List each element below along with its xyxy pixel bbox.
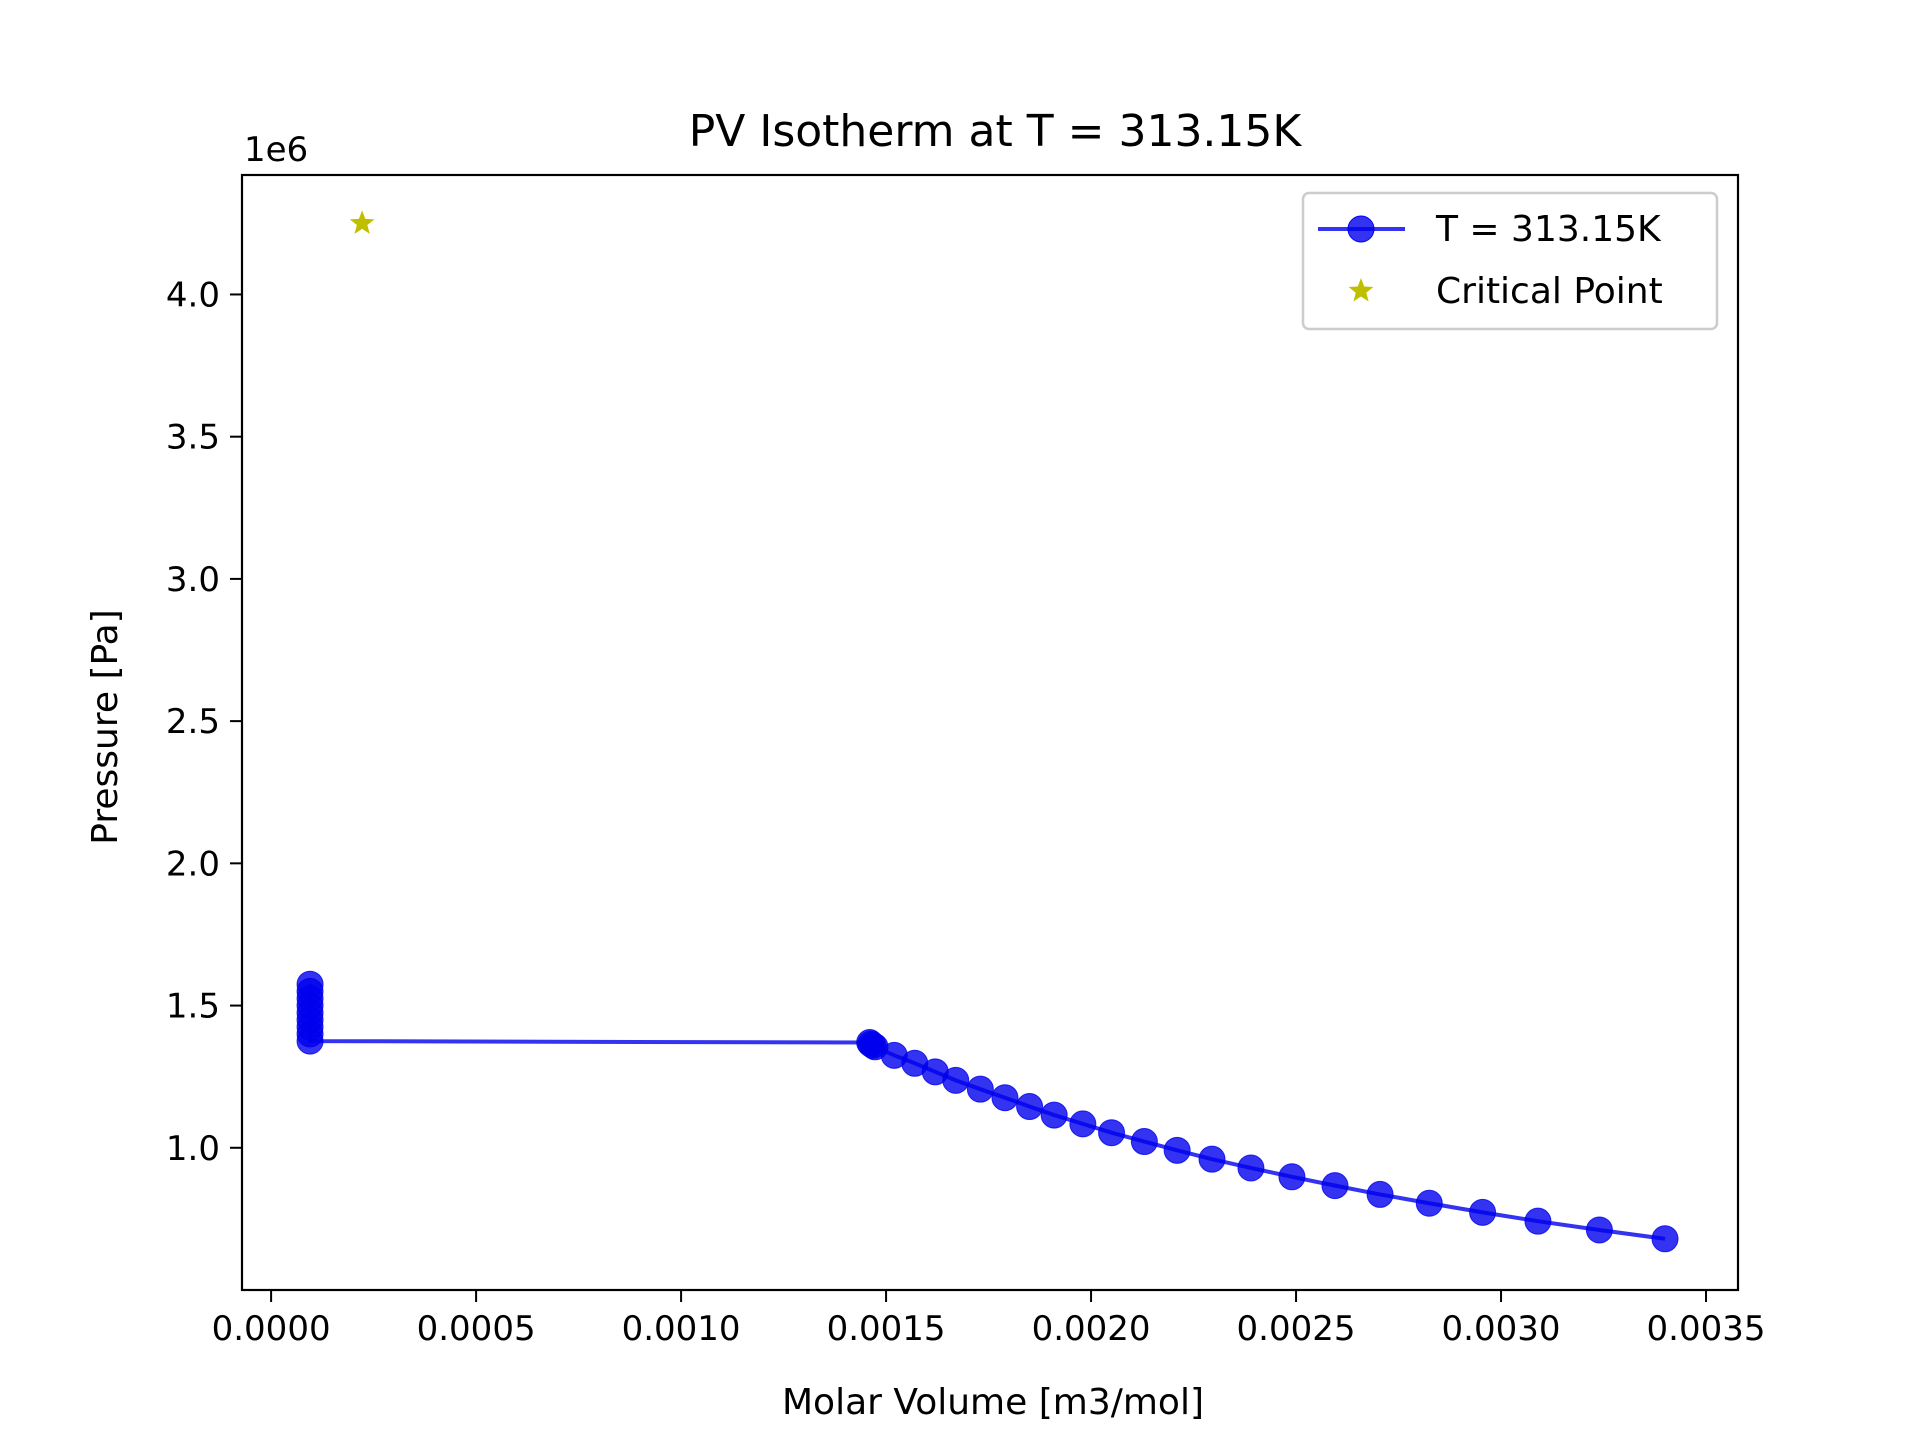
critical-point-marker (349, 210, 375, 234)
x-tick-label: 0.0035 (1647, 1309, 1766, 1349)
data-point-isotherm (1040, 1101, 1068, 1129)
data-point-isotherm (1098, 1119, 1126, 1147)
x-tick-label: 0.0015 (827, 1309, 946, 1349)
y-axis-label: Pressure [Pa] (85, 609, 126, 844)
legend-box (1301, 191, 1719, 331)
y-tick-label: 3.5 (166, 418, 220, 458)
x-tick-label: 0.0000 (212, 1309, 331, 1349)
data-point-isotherm (1130, 1128, 1158, 1156)
y-tick-label: 1.0 (166, 1129, 220, 1169)
data-point-isotherm (296, 1027, 324, 1055)
data-point-isotherm (1469, 1198, 1497, 1226)
plot-frame (240, 173, 1740, 1292)
data-point-isotherm (1651, 1225, 1679, 1253)
x-tick-label: 0.0020 (1032, 1309, 1151, 1349)
legend-label-critical-point: Critical Point (1436, 271, 1663, 312)
y-tick-label: 4.0 (166, 275, 220, 315)
x-tick-label: 0.0010 (622, 1309, 741, 1349)
data-point-isotherm (1524, 1207, 1552, 1235)
legend-circle-marker (1347, 215, 1375, 243)
data-point-isotherm (1163, 1136, 1191, 1164)
legend-label-series: T = 313.15K (1435, 209, 1662, 250)
chart-title: PV Isotherm at T = 313.15K (689, 106, 1303, 157)
y-tick-label: 1.5 (166, 987, 220, 1027)
data-point-isotherm (1321, 1172, 1349, 1200)
data-point-isotherm (1198, 1145, 1226, 1173)
legend: T = 313.15K Critical Point (1301, 191, 1719, 331)
y-tick-label: 2.5 (166, 702, 220, 742)
x-tick-label: 0.0030 (1442, 1309, 1561, 1349)
data-point-isotherm (1016, 1093, 1044, 1121)
data-point-isotherm (1069, 1110, 1097, 1138)
legend-star-marker (1348, 278, 1374, 302)
data-point-isotherm (1585, 1216, 1613, 1244)
plot-area (296, 210, 1679, 1253)
series-line-isotherm (308, 984, 1666, 1241)
data-point-isotherm (942, 1066, 970, 1094)
data-point-isotherm (1278, 1163, 1306, 1191)
y-tick-label: 2.0 (166, 844, 220, 884)
data-point-isotherm (966, 1075, 994, 1103)
data-point-isotherm (991, 1084, 1019, 1112)
data-point-isotherm (1237, 1154, 1265, 1182)
x-axis-label: Molar Volume [m3/mol] (782, 1382, 1204, 1423)
x-tick-label: 0.0025 (1237, 1309, 1356, 1349)
x-tick-label: 0.0005 (417, 1309, 536, 1349)
y-offset-label: 1e6 (244, 130, 308, 170)
data-point-isotherm (1415, 1189, 1443, 1217)
ticks-layer: 0.0000 0.0005 0.0010 0.0015 0.0020 0.0025 0.00… (166, 275, 1766, 1349)
data-point-isotherm (1366, 1180, 1394, 1208)
y-tick-label: 3.0 (166, 560, 220, 600)
